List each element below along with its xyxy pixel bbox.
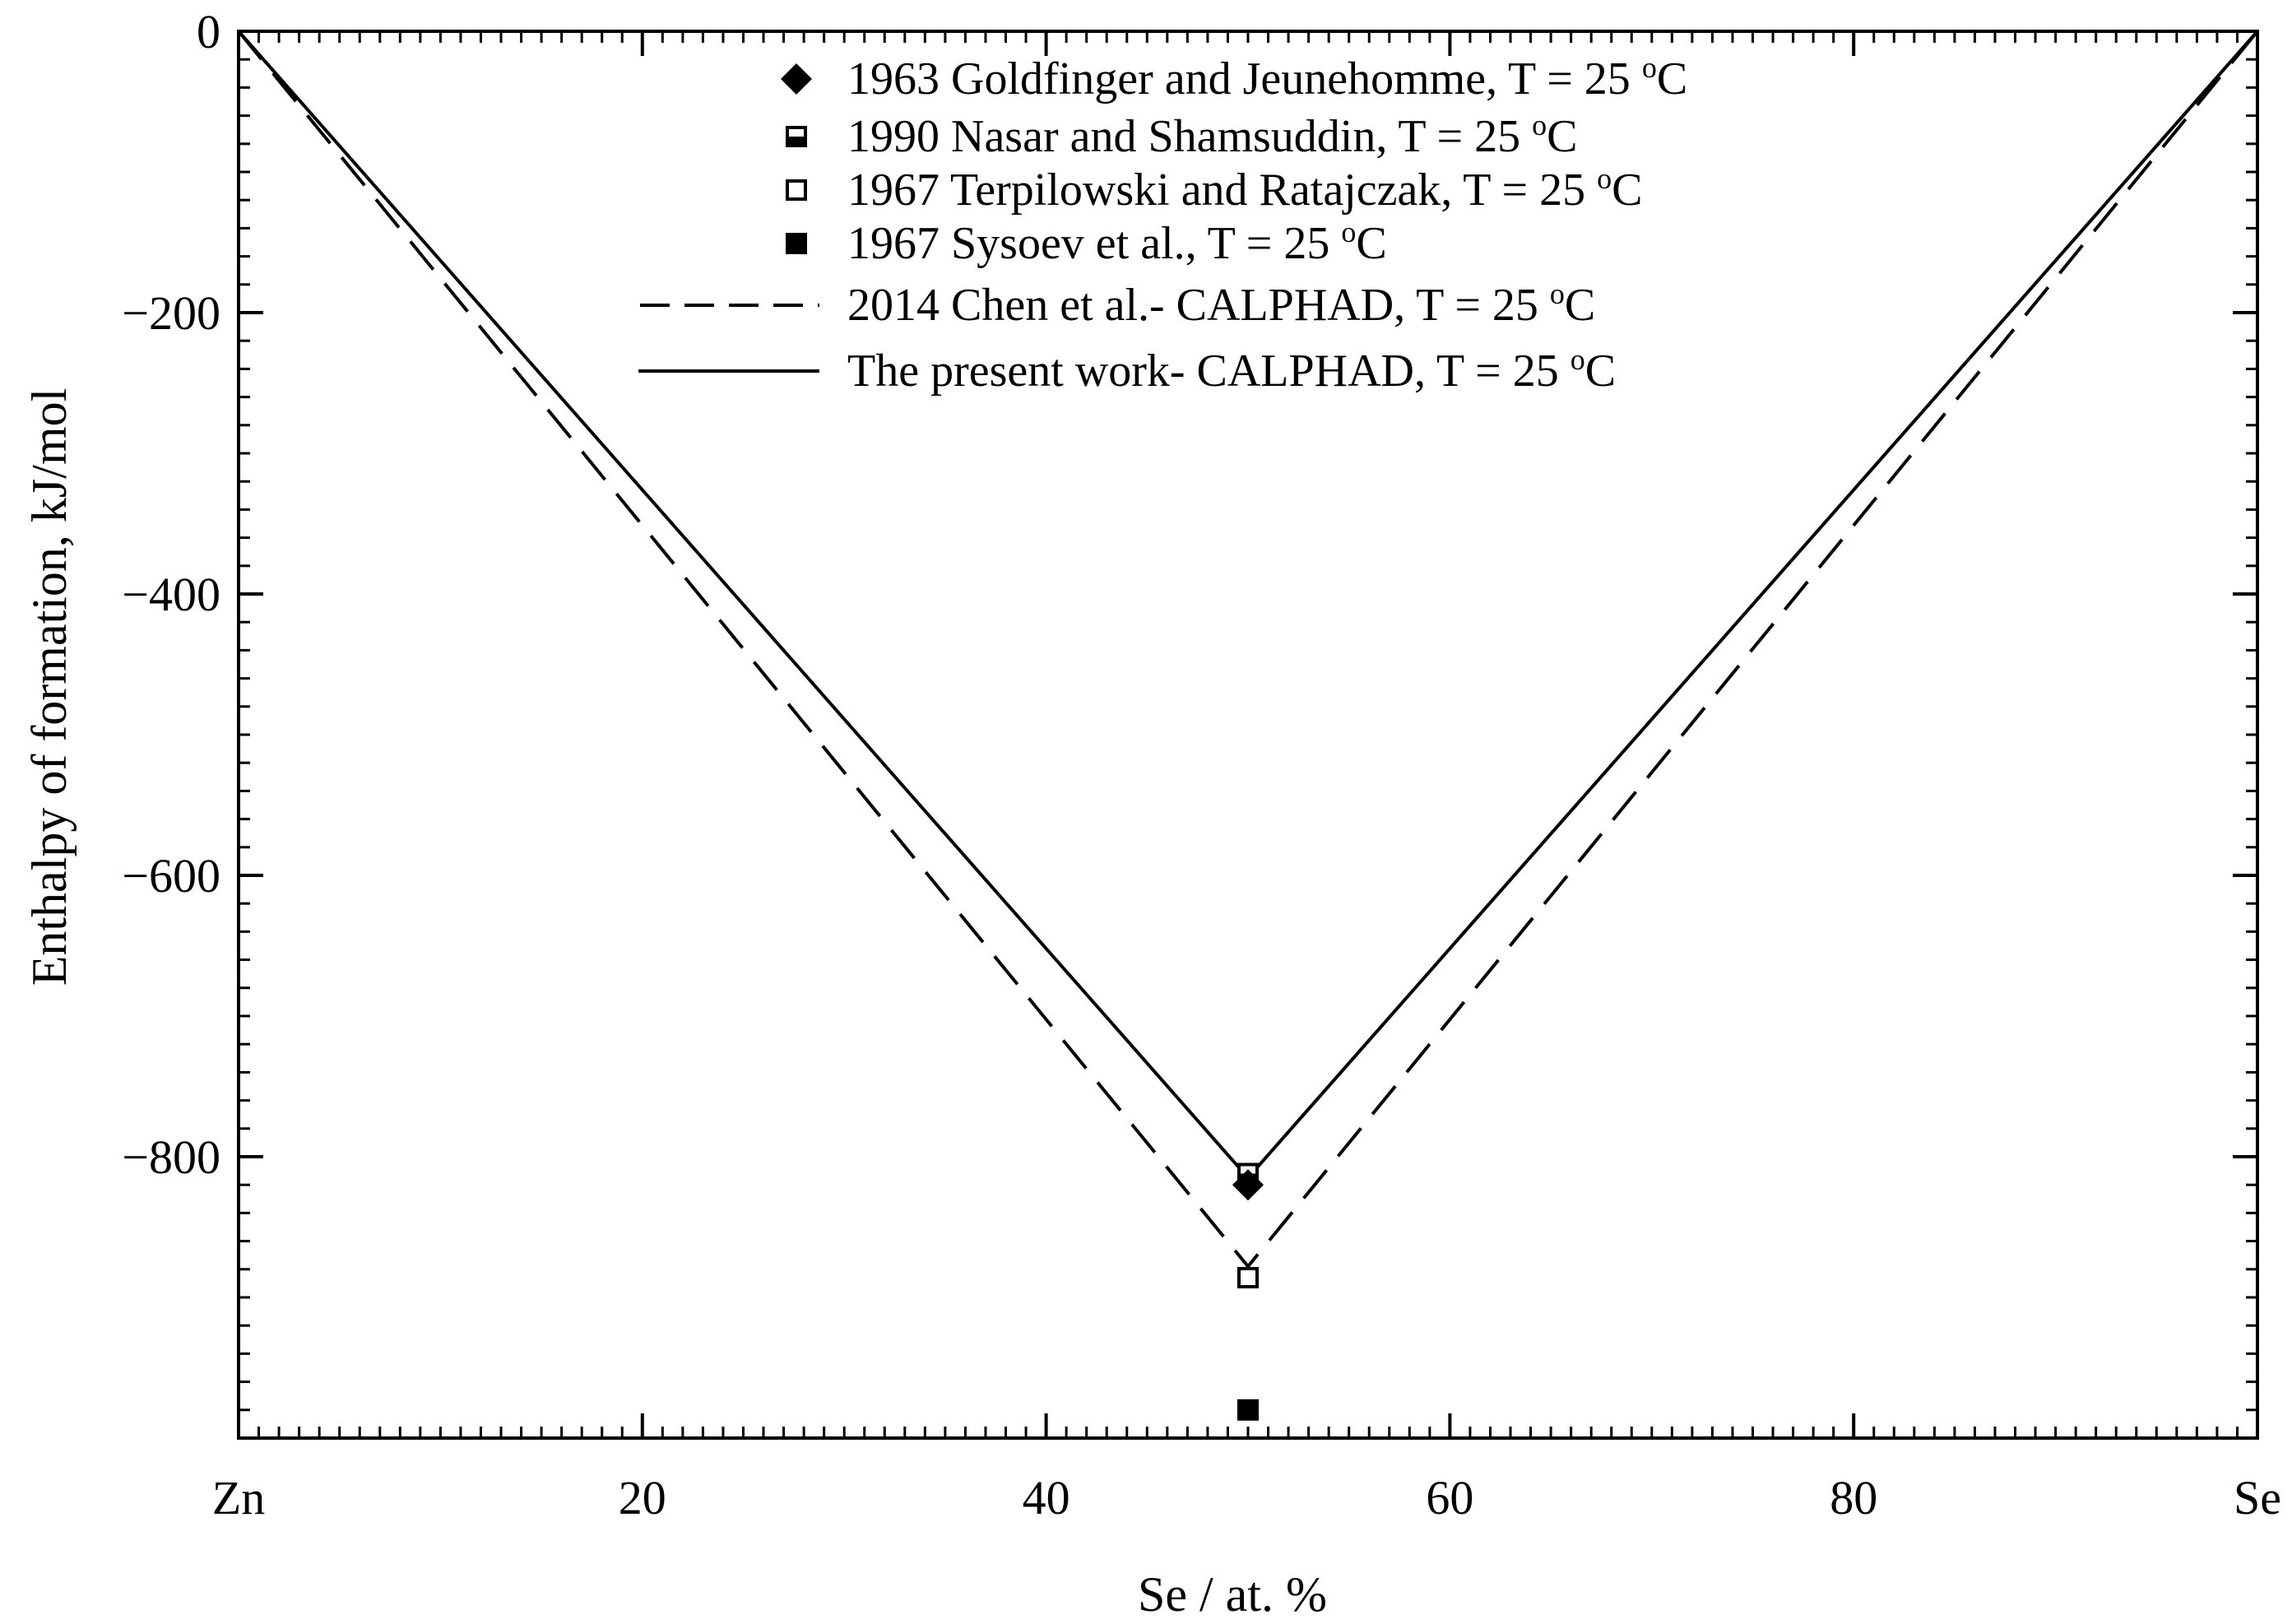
legend-label: 1963 Goldfinger and Jeunehomme, T = 25 o… bbox=[847, 51, 1687, 104]
legend-label: 2014 Chen et al.- CALPHAD, T = 25 oC bbox=[847, 277, 1595, 331]
data-point-square-filled bbox=[1237, 1399, 1259, 1421]
y-tick-label: −800 bbox=[122, 1130, 220, 1184]
legend-symbol-square-half bbox=[786, 126, 807, 147]
x-tick-label: 20 bbox=[619, 1471, 666, 1524]
x-tick-label: Se bbox=[2234, 1471, 2281, 1524]
y-axis-title: Enthalpy of formation, kJ/mol bbox=[22, 388, 77, 986]
y-tick-label: −200 bbox=[122, 286, 220, 340]
legend-item: 2014 Chen et al.- CALPHAD, T = 25 oC bbox=[640, 277, 1595, 331]
x-tick-label: Zn bbox=[212, 1471, 265, 1524]
data-point-square-open bbox=[1237, 1267, 1259, 1289]
legend-symbol-square-filled bbox=[786, 233, 807, 254]
tick-labels: Zn 20 40 60 80 Se 0 −200 −400 −600 −800 bbox=[122, 5, 2281, 1524]
legend-label: 1967 Terpilowski and Ratajczak, T = 25 o… bbox=[847, 162, 1642, 216]
x-axis-title: Se / at. % bbox=[1138, 1567, 1327, 1622]
data-point-diamond-filled bbox=[1232, 1169, 1264, 1201]
legend-symbol-square-half-fill bbox=[786, 137, 807, 147]
legend-symbol-square-open bbox=[786, 179, 807, 201]
legend-label: 1967 Sysoev et al., T = 25 oC bbox=[847, 216, 1387, 269]
legend-item: 1967 Terpilowski and Ratajczak, T = 25 o… bbox=[786, 162, 1642, 216]
legend-item: 1967 Sysoev et al., T = 25 oC bbox=[786, 216, 1387, 269]
y-tick-label: −600 bbox=[122, 849, 220, 902]
x-tick-label: 60 bbox=[1426, 1471, 1473, 1524]
legend-label: 1990 Nasar and Shamsuddin, T = 25 oC bbox=[847, 109, 1577, 162]
legend-label: The present work- CALPHAD, T = 25 oC bbox=[847, 343, 1616, 397]
legend-item: The present work- CALPHAD, T = 25 oC bbox=[638, 343, 1616, 397]
legend: 1963 Goldfinger and Jeunehomme, T = 25 o… bbox=[638, 51, 1687, 397]
y-tick-label: 0 bbox=[197, 5, 220, 58]
x-tick-label: 40 bbox=[1023, 1471, 1070, 1524]
y-tick-label: −400 bbox=[122, 568, 220, 621]
legend-item: 1963 Goldfinger and Jeunehomme, T = 25 o… bbox=[781, 51, 1687, 104]
legend-item: 1990 Nasar and Shamsuddin, T = 25 oC bbox=[786, 109, 1577, 162]
minor-ticks bbox=[237, 30, 2259, 1440]
plot-frame bbox=[237, 30, 2259, 1440]
series-line-chen-2014 bbox=[237, 30, 2259, 1269]
x-tick-label: 80 bbox=[1830, 1471, 1877, 1524]
legend-symbol-diamond-filled bbox=[781, 63, 812, 95]
series-layer bbox=[237, 30, 2259, 1421]
